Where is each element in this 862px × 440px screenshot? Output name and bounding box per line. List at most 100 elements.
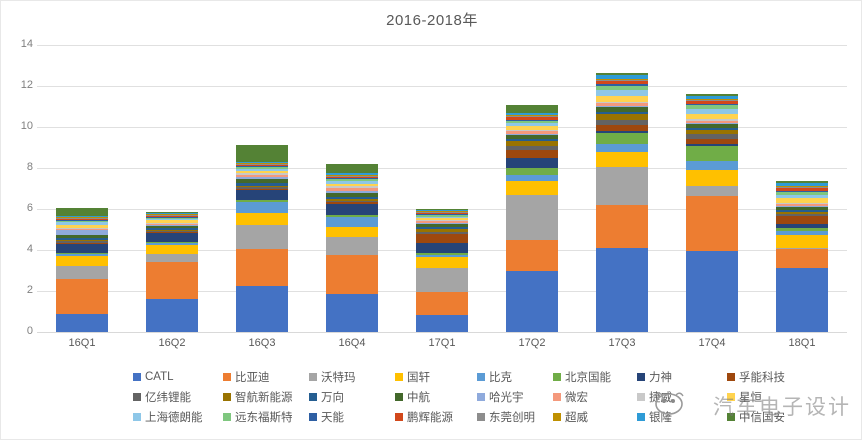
bar-segment[interactable] <box>416 219 468 221</box>
bar-segment[interactable] <box>326 199 378 201</box>
bar-segment[interactable] <box>326 227 378 237</box>
legend-item[interactable]: 国轩 <box>395 367 430 386</box>
bar-segment[interactable] <box>596 103 648 107</box>
bar-segment[interactable] <box>596 113 648 121</box>
bar-segment[interactable] <box>56 234 108 238</box>
bar-segment[interactable] <box>416 211 468 213</box>
bar-segment[interactable] <box>236 225 288 249</box>
bar-segment[interactable] <box>146 241 198 243</box>
bar-segment[interactable] <box>686 98 738 101</box>
bar-segment[interactable] <box>56 243 108 254</box>
bar-segment[interactable] <box>326 183 378 187</box>
bar-segment[interactable] <box>56 217 108 219</box>
bar-segment[interactable] <box>776 187 828 189</box>
bar-segment[interactable] <box>506 131 558 134</box>
bar-segment[interactable] <box>146 222 198 224</box>
bar-segment[interactable] <box>326 174 378 176</box>
bar-segment[interactable] <box>416 226 468 229</box>
bar-segment[interactable] <box>596 130 648 134</box>
bar-segment[interactable] <box>146 230 198 232</box>
bar-segment[interactable] <box>416 214 468 216</box>
bar-segment[interactable] <box>236 285 288 332</box>
bar-segment[interactable] <box>326 203 378 215</box>
bar-segment[interactable] <box>776 210 828 212</box>
bar-segment[interactable] <box>416 257 468 269</box>
bar-segment[interactable] <box>506 116 558 118</box>
bar-segment[interactable] <box>416 216 468 218</box>
bar-segment[interactable] <box>326 217 378 228</box>
legend-item[interactable]: 银隆 <box>637 407 672 426</box>
bar-segment[interactable] <box>506 123 558 127</box>
bar-segment[interactable] <box>686 101 738 104</box>
bar-segment[interactable] <box>146 254 198 262</box>
bar-segment[interactable] <box>326 200 378 203</box>
bar-segment[interactable] <box>686 128 738 130</box>
bar-segment[interactable] <box>56 241 108 243</box>
legend-item[interactable]: 微宏 <box>553 387 588 406</box>
bar-segment[interactable] <box>776 181 828 184</box>
bar-segment[interactable] <box>56 266 108 279</box>
bar-segment[interactable] <box>686 118 738 121</box>
bar-stack[interactable] <box>146 211 198 332</box>
bar-segment[interactable] <box>686 103 738 106</box>
legend-item[interactable]: 远东福斯特 <box>223 407 293 426</box>
bar-segment[interactable] <box>416 234 468 243</box>
bar-segment[interactable] <box>326 179 378 181</box>
bar-segment[interactable] <box>326 172 378 175</box>
bar-stack[interactable] <box>236 145 288 332</box>
bar-segment[interactable] <box>146 214 198 216</box>
bar-segment[interactable] <box>776 191 828 195</box>
bar-segment[interactable] <box>56 220 108 222</box>
bar-segment[interactable] <box>596 101 648 104</box>
bar-segment[interactable] <box>236 188 288 190</box>
bar-segment[interactable] <box>506 157 558 169</box>
bar-segment[interactable] <box>596 166 648 205</box>
bar-segment[interactable] <box>56 313 108 332</box>
bar-segment[interactable] <box>506 112 558 116</box>
bar-segment[interactable] <box>146 298 198 332</box>
bar-segment[interactable] <box>776 248 828 269</box>
legend-item[interactable]: 鹏辉能源 <box>395 407 453 426</box>
bar-segment[interactable] <box>506 150 558 158</box>
bar-segment[interactable] <box>506 145 558 150</box>
bar-segment[interactable] <box>236 174 288 177</box>
bar-segment[interactable] <box>596 90 648 97</box>
bar-segment[interactable] <box>56 254 108 257</box>
bar-segment[interactable] <box>596 81 648 85</box>
bar-segment[interactable] <box>326 192 378 197</box>
bar-segment[interactable] <box>686 122 738 124</box>
bar-segment[interactable] <box>416 212 468 215</box>
bar-segment[interactable] <box>506 181 558 195</box>
bar-segment[interactable] <box>326 196 378 200</box>
bar-segment[interactable] <box>776 207 828 211</box>
bar-segment[interactable] <box>416 220 468 224</box>
bar-segment[interactable] <box>236 163 288 165</box>
bar-segment[interactable] <box>686 129 738 135</box>
bar-segment[interactable] <box>236 145 288 162</box>
bar-segment[interactable] <box>56 238 108 241</box>
bar-segment[interactable] <box>776 198 828 203</box>
bar-segment[interactable] <box>506 175 558 182</box>
bar-stack[interactable] <box>596 72 648 332</box>
bar-segment[interactable] <box>506 115 558 117</box>
bar-segment[interactable] <box>56 221 108 223</box>
legend-item[interactable]: 万向 <box>309 387 344 406</box>
bar-segment[interactable] <box>596 247 648 332</box>
bar-segment[interactable] <box>236 200 288 202</box>
bar-segment[interactable] <box>236 167 288 169</box>
bar-segment[interactable] <box>596 107 648 112</box>
bar-segment[interactable] <box>776 195 828 199</box>
bar-segment[interactable] <box>776 216 828 224</box>
bar-segment[interactable] <box>146 212 198 214</box>
bar-stack[interactable] <box>416 208 468 332</box>
bar-stack[interactable] <box>776 181 828 332</box>
bar-segment[interactable] <box>506 117 558 120</box>
bar-stack[interactable] <box>506 104 558 332</box>
bar-segment[interactable] <box>506 104 558 113</box>
bar-segment[interactable] <box>416 210 468 212</box>
bar-stack[interactable] <box>56 207 108 332</box>
bar-segment[interactable] <box>416 215 468 217</box>
bar-segment[interactable] <box>596 78 648 80</box>
bar-segment[interactable] <box>56 256 108 267</box>
legend-item[interactable]: 哈光宇 <box>477 387 524 406</box>
